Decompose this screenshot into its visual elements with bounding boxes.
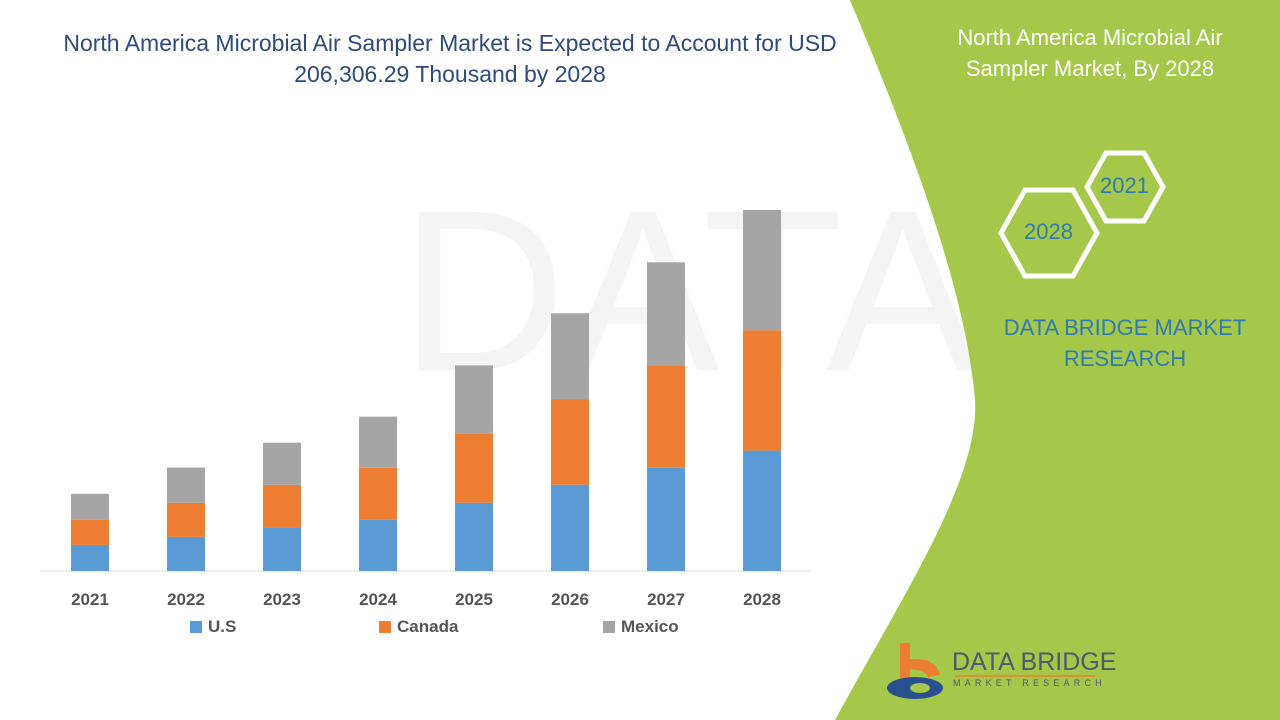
bar-canada-2028: [743, 330, 781, 451]
bar-us-2028: [743, 450, 781, 571]
hexagon-2028: [998, 187, 1100, 279]
hexagon-2021: [1084, 150, 1166, 224]
bar-mexico-2025: [455, 365, 493, 434]
bar-us-2023: [263, 527, 301, 571]
x-tick-label: 2023: [263, 590, 301, 609]
x-tick-label: 2027: [647, 590, 685, 609]
logo-mark: [887, 643, 943, 699]
legend-label: U.S: [208, 617, 237, 636]
bar-canada-2022: [167, 502, 205, 537]
x-tick-label: 2026: [551, 590, 589, 609]
legend-swatch: [190, 621, 202, 633]
bar-us-2022: [167, 536, 205, 571]
x-tick-label: 2025: [455, 590, 493, 609]
bar-mexico-2021: [71, 493, 109, 520]
bar-mexico-2023: [263, 442, 301, 485]
bar-mexico-2027: [647, 262, 685, 366]
legend-label: Mexico: [621, 617, 679, 636]
bar-canada-2024: [359, 467, 397, 520]
legend-item-canada: Canada: [379, 617, 458, 637]
side-panel-title: North America Microbial Air Sampler Mark…: [957, 25, 1223, 81]
bar-canada-2025: [455, 433, 493, 503]
page-title: North America Microbial Air Sampler Mark…: [63, 30, 837, 87]
bar-canada-2026: [551, 399, 589, 485]
bar-mexico-2024: [359, 416, 397, 468]
x-tick-label: 2022: [167, 590, 205, 609]
bar-mexico-2028: [743, 209, 781, 331]
logo-tagline: MARKET RESEARCH: [953, 678, 1106, 688]
logo-name: DATA BRIDGE: [952, 648, 1117, 676]
x-tick-label: 2021: [71, 590, 109, 609]
x-tick-label: 2024: [359, 590, 397, 609]
bar-mexico-2022: [167, 467, 205, 503]
brand-text: DATA BRIDGE MARKET RESEARCH: [1003, 315, 1247, 371]
legend-swatch: [379, 621, 391, 633]
bar-us-2027: [647, 467, 685, 571]
legend-swatch: [603, 621, 615, 633]
bar-us-2026: [551, 484, 589, 571]
legend-item-mexico: Mexico: [603, 617, 679, 637]
bar-us-2025: [455, 502, 493, 571]
bar-canada-2023: [263, 484, 301, 528]
side-panel: [835, 0, 1280, 720]
bar-canada-2021: [71, 519, 109, 545]
bar-canada-2027: [647, 365, 685, 468]
x-tick-label: 2028: [743, 590, 781, 609]
legend-label: Canada: [397, 617, 459, 636]
bar-us-2021: [71, 544, 109, 571]
legend-item-us: U.S: [190, 617, 236, 637]
hex-year-2021: 2021: [1100, 173, 1149, 198]
bar-us-2024: [359, 519, 397, 571]
bar-mexico-2026: [551, 313, 589, 400]
hex-year-2028: 2028: [1024, 219, 1073, 244]
